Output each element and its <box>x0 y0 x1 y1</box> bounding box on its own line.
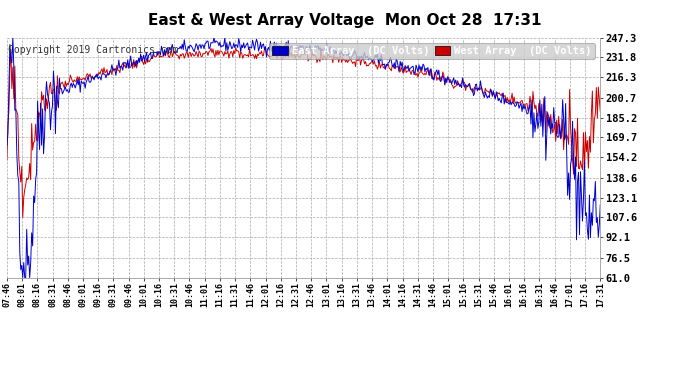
Text: East & West Array Voltage  Mon Oct 28  17:31: East & West Array Voltage Mon Oct 28 17:… <box>148 13 542 28</box>
Text: Copyright 2019 Cartronics.com: Copyright 2019 Cartronics.com <box>8 45 179 55</box>
Legend: East Array  (DC Volts), West Array  (DC Volts): East Array (DC Volts), West Array (DC Vo… <box>269 43 595 59</box>
